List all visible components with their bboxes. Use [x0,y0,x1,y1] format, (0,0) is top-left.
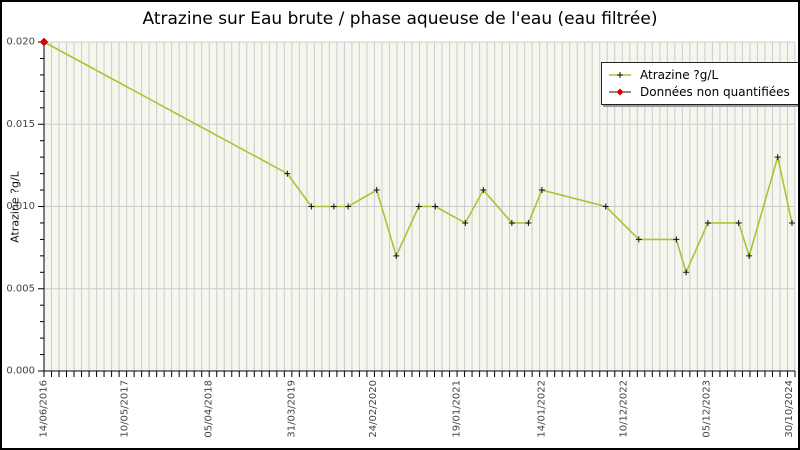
legend-item-atrazine: Atrazine ?g/L [608,66,790,83]
svg-text:30/10/2024: 30/10/2024 [784,380,795,438]
legend: Atrazine ?g/L Données non quantifiées [601,62,798,105]
svg-text:0.010: 0.010 [6,201,35,212]
svg-text:24/02/2020: 24/02/2020 [368,380,379,438]
svg-text:0.015: 0.015 [6,119,35,130]
svg-text:0.005: 0.005 [6,283,35,294]
svg-text:14/01/2022: 14/01/2022 [536,380,547,438]
svg-text:14/06/2016: 14/06/2016 [39,380,50,438]
svg-text:05/04/2018: 05/04/2018 [204,380,215,438]
non-quantified-marker-icon [608,86,632,98]
legend-item-non-quantified: Données non quantifiées [608,83,790,100]
svg-text:0.020: 0.020 [6,37,35,48]
svg-text:10/12/2022: 10/12/2022 [618,380,629,438]
svg-text:0.000: 0.000 [6,366,35,377]
svg-text:10/05/2017: 10/05/2017 [120,380,131,438]
svg-text:05/12/2023: 05/12/2023 [702,380,713,438]
svg-text:31/03/2019: 31/03/2019 [286,380,297,438]
legend-label-atrazine: Atrazine ?g/L [640,67,719,82]
chart-title: Atrazine sur Eau brute / phase aqueuse d… [142,9,658,29]
legend-label-non-quantified: Données non quantifiées [640,84,790,99]
svg-text:19/01/2021: 19/01/2021 [452,380,463,438]
series-line-marker-icon [608,69,632,81]
